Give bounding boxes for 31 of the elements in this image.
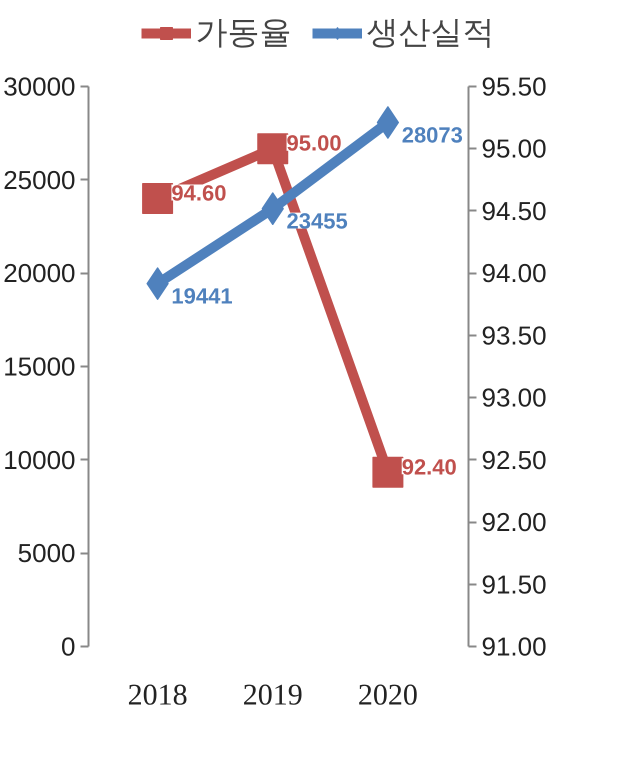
y2-tick-label: 93.00 [482,382,547,413]
point [372,456,404,488]
data-label: 28073 [402,122,463,148]
x-tick-label: 2018 [128,678,188,712]
legend-label: 가동율 [196,13,292,52]
y2-tick-label: 92.50 [482,444,547,475]
y2-tick-label: 91.00 [482,632,547,662]
y-tick-label: 0 [61,632,76,662]
y2-tick-label: 93.50 [482,320,547,350]
y-tick-label: 5000 [18,538,76,568]
x-tick-label: 2019 [242,678,303,712]
point [142,183,174,214]
y-tick-label: 25000 [3,164,76,195]
y-tick-label: 10000 [3,444,76,475]
data-label: 92.40 [402,454,457,480]
data-label: 94.60 [171,180,226,206]
y-tick-label: 30000 [3,72,76,102]
point [257,133,288,164]
y2-tick-label: 92.00 [482,507,547,538]
y-tick-label: 15000 [3,352,76,382]
x-tick-label: 2020 [358,678,418,712]
data-label: 23455 [286,208,348,234]
y2-tick-label: 95.50 [482,72,547,102]
data-label: 95.00 [286,130,342,156]
data-label: 19441 [171,284,233,309]
y2-tick-label: 94.50 [482,196,547,226]
y2-tick-label: 95.00 [482,134,547,164]
legend-label: 생산실적 [366,13,494,52]
y2-tick-label: 94.00 [482,258,547,288]
y2-tick-label: 91.50 [482,569,547,600]
y-tick-label: 20000 [3,258,76,288]
